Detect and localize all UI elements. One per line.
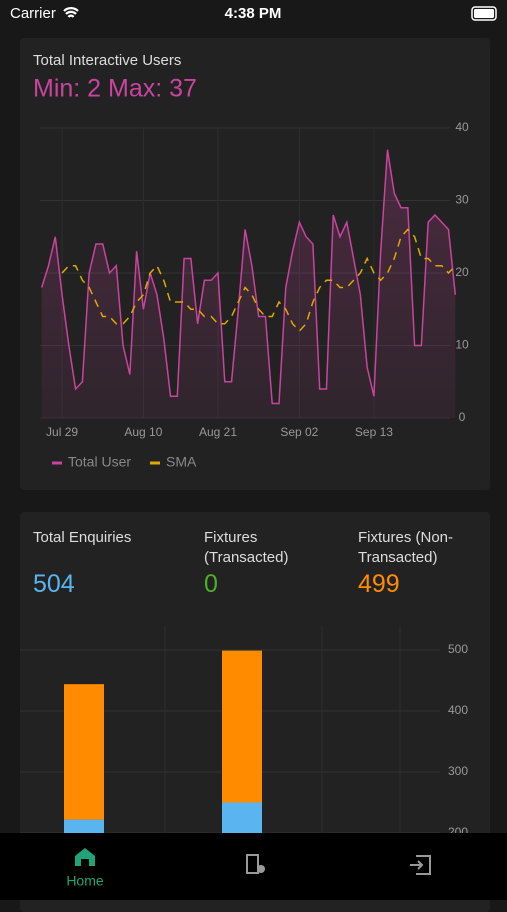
y-tick-label: 500	[448, 642, 468, 656]
x-tick-label: Aug 10	[124, 425, 162, 439]
bar-segment	[222, 650, 262, 803]
line	[40, 149, 457, 405]
area	[41, 149, 456, 418]
carrier: Carrier	[10, 5, 56, 22]
x-tick-label: Sep 13	[355, 425, 393, 439]
stat-value: 0	[204, 570, 218, 598]
x-tick-label: Jul 29	[46, 425, 78, 439]
y-tick-label: 20	[455, 265, 469, 279]
bar-segment	[64, 819, 104, 833]
fixtures-tab[interactable]	[246, 854, 265, 874]
bar-segment	[222, 802, 262, 833]
x-tick-label: Aug 21	[199, 425, 237, 439]
y-tick-label: 0	[459, 410, 466, 424]
y-tick-label: 30	[455, 193, 469, 207]
home-icon[interactable]	[75, 848, 95, 866]
wifi-icon	[63, 7, 79, 18]
min-max: Min: 2 Max: 37	[33, 75, 197, 103]
x-tick-label: Sep 02	[280, 425, 318, 439]
stat-label: Fixtures (Non-Transacted)	[358, 529, 454, 566]
stat-label: Fixtures (Transacted)	[204, 529, 289, 566]
y-tick-label: 10	[455, 338, 469, 352]
clock: 4:38 PM	[225, 5, 282, 22]
y-tick-label: 40	[455, 120, 469, 134]
card-title: Total Interactive Users	[33, 52, 181, 69]
stat-value: 499	[358, 570, 400, 598]
battery-level	[474, 9, 494, 18]
line	[61, 228, 456, 333]
y-tick-label: 400	[448, 703, 468, 717]
y-tick-label: 200	[448, 825, 468, 839]
legend-label: Total User	[68, 454, 131, 470]
stat-value: 504	[33, 570, 75, 598]
stat: Total Enquiries 504	[33, 528, 183, 598]
stat-label: Total Enquiries	[33, 529, 132, 546]
y-tick-label: 300	[448, 764, 468, 778]
legend-label: SMA	[166, 454, 197, 470]
home-tab-label[interactable]: Home	[66, 873, 104, 889]
logout-tab[interactable]	[410, 855, 431, 875]
stat: Fixtures (Non-Transacted) 499	[358, 528, 488, 598]
bar-segment	[64, 684, 104, 820]
stat: Fixtures (Transacted) 0	[204, 528, 314, 598]
tab-bar	[0, 833, 507, 900]
battery	[471, 6, 497, 21]
